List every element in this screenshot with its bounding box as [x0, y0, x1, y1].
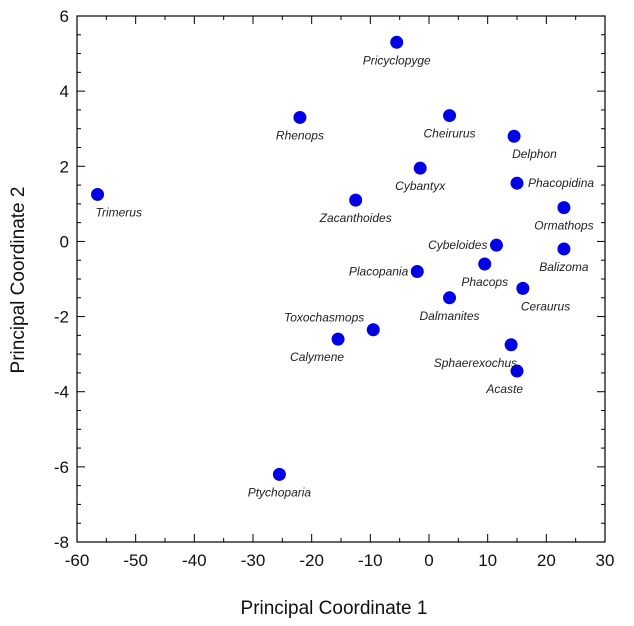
point-label: Phacops — [461, 275, 508, 289]
data-point — [366, 323, 380, 337]
data-point — [272, 467, 286, 481]
point-label: Acaste — [485, 382, 523, 396]
point-label: Phacopidina — [528, 176, 594, 190]
data-point — [504, 338, 518, 352]
point-label: Placopania — [349, 264, 409, 278]
data-point — [507, 129, 521, 143]
data-point — [510, 176, 524, 190]
data-point — [557, 242, 571, 256]
data-point — [516, 281, 530, 295]
point-label: Cybeloides — [428, 238, 487, 252]
x-tick-label: 0 — [424, 551, 433, 570]
point-label: Calymene — [290, 350, 344, 364]
data-point — [293, 110, 307, 124]
point-label: Ceraurus — [521, 299, 570, 313]
point-label: Toxochasmops — [284, 311, 364, 325]
point-label: Rhenops — [276, 128, 324, 142]
data-point — [331, 332, 345, 346]
point-label: Sphaerexochus — [434, 356, 517, 370]
data-point — [390, 35, 404, 49]
point-label: Trimerus — [96, 205, 142, 219]
y-axis-title: Principal Coordinate 2 — [8, 187, 29, 374]
y-tick-label: 6 — [60, 7, 69, 26]
point-label: Balizoma — [539, 260, 589, 274]
point-label: Pricyclopyge — [363, 53, 431, 67]
y-tick-label: -4 — [54, 383, 69, 402]
x-tick-label: -40 — [182, 551, 207, 570]
data-point — [443, 291, 457, 305]
data-point — [510, 364, 524, 378]
y-tick-label: -8 — [54, 533, 69, 552]
x-tick-label: -30 — [241, 551, 266, 570]
x-tick-label: -20 — [299, 551, 324, 570]
data-point — [478, 257, 492, 271]
point-label: Cybantyx — [395, 179, 446, 193]
data-point — [557, 201, 571, 215]
y-tick-label: -2 — [54, 308, 69, 327]
point-label: Delphon — [512, 147, 557, 161]
x-tick-label: 30 — [596, 551, 615, 570]
y-tick-label: 2 — [60, 157, 69, 176]
point-label: Cheirurus — [424, 127, 476, 141]
x-tick-label: 10 — [478, 551, 497, 570]
point-label: Zacanthoides — [319, 211, 392, 225]
point-label: Ptychoparia — [248, 485, 312, 499]
x-tick-label: 20 — [537, 551, 556, 570]
y-tick-label: -6 — [54, 458, 69, 477]
x-tick-label: -10 — [358, 551, 383, 570]
point-label: Ormathops — [534, 219, 593, 233]
x-axis-title: Principal Coordinate 1 — [241, 598, 428, 619]
point-labels: Pricyclopyge Rhenops Cheirurus Delphon Cyban… — [96, 53, 595, 499]
point-label: Dalmanites — [420, 309, 480, 323]
y-tick-label: 4 — [60, 82, 69, 101]
data-point — [91, 187, 105, 201]
data-point — [443, 109, 457, 123]
plot-frame — [76, 15, 606, 543]
data-point — [489, 238, 503, 252]
y-tick-label: 0 — [60, 232, 69, 251]
data-point — [413, 161, 427, 175]
x-tick-label: -60 — [65, 551, 90, 570]
x-tick-label: -50 — [123, 551, 148, 570]
data-point — [349, 193, 363, 207]
data-point — [410, 264, 424, 278]
data-points — [91, 35, 571, 481]
